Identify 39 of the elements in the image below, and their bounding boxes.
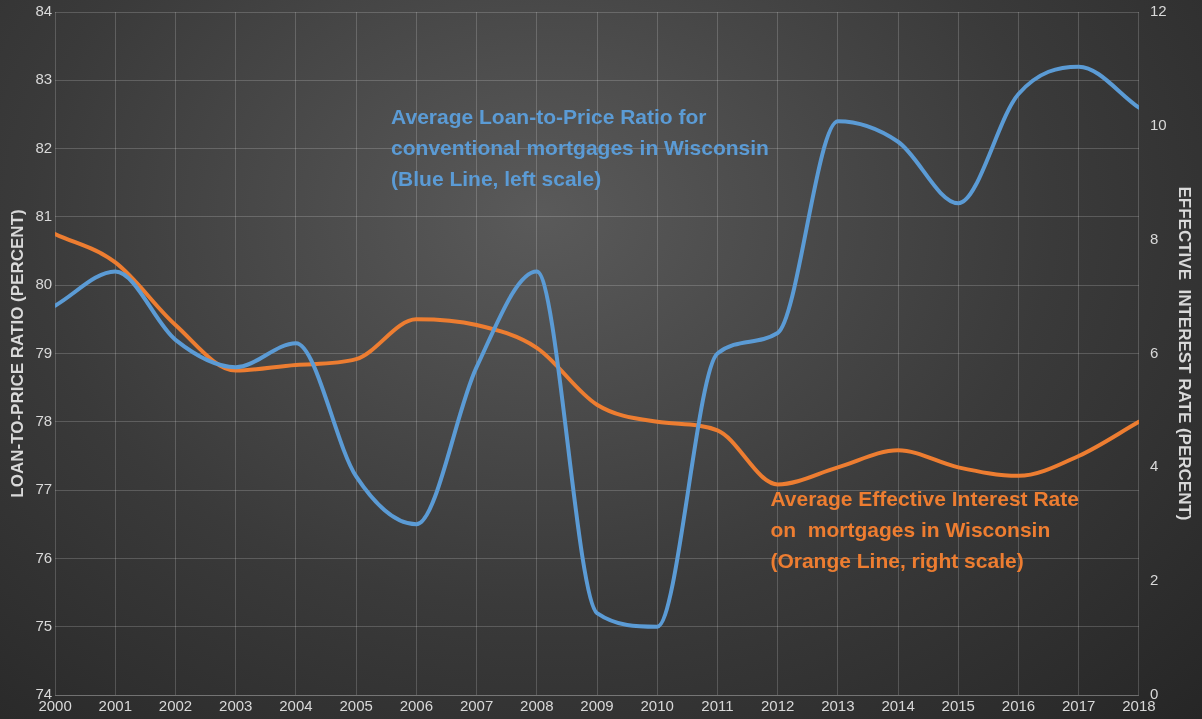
x-tick-label: 2012 <box>760 697 795 715</box>
x-tick-label: 2003 <box>219 697 253 715</box>
x-tick-label: 2010 <box>640 697 674 715</box>
annotation: Average Effective Interest Rate on mortgages in Wisconsin (Orange Line, right scale) <box>770 487 1079 573</box>
x-tick-label: 2013 <box>821 697 855 715</box>
y2-tick-label: 4 <box>1149 457 1159 475</box>
x-tick-label: 2017 <box>1062 697 1096 715</box>
y-tick-label: 78 <box>35 411 53 429</box>
line-series <box>55 64 1139 629</box>
x-tick-label: 2016 <box>1001 697 1036 715</box>
x-tick-label: 2007 <box>459 697 494 715</box>
x-tick-label: 2005 <box>339 697 373 715</box>
y-tick-label: 82 <box>35 138 53 156</box>
y2-tick-label: 6 <box>1149 343 1159 361</box>
y2-tick-label: 12 <box>1149 2 1167 20</box>
x-tick-label: 2014 <box>881 697 915 715</box>
y-tick-label: 76 <box>35 548 53 566</box>
annotation: Average Loan-to-Price Ratio for conventional mortgages in Wisconsin (Blue Line, left scale) <box>391 104 769 190</box>
y-tick-label: 81 <box>35 207 53 225</box>
x-tick-label: 2011 <box>701 697 734 715</box>
y2-axis-title: EFFECTIVE INTEREST RATE (PERCENT) <box>1175 186 1195 521</box>
y-tick-label: 84 <box>35 2 53 20</box>
x-tick-label: 2004 <box>279 697 313 715</box>
x-tick-label: 2015 <box>941 697 975 715</box>
y-tick-label: 83 <box>35 70 53 88</box>
x-tick-label: 2002 <box>158 697 193 715</box>
y2-tick-label: 2 <box>1149 571 1159 589</box>
x-tick-label: 2006 <box>399 697 434 715</box>
line-series <box>55 231 1139 487</box>
y-tick-label: 79 <box>35 343 53 361</box>
y-tick-label: 80 <box>35 275 53 293</box>
y2-tick-label: 8 <box>1149 229 1159 247</box>
y-axis-title: LOAN-TO-PRICE RATIO (PERCENT) <box>7 209 27 498</box>
y-tick-label: 77 <box>35 480 53 498</box>
x-tick-label: 2008 <box>520 697 554 715</box>
y2-tick-label: 10 <box>1149 115 1167 133</box>
x-tick-label: 2001 <box>98 697 132 715</box>
y-tick-label: 75 <box>35 616 53 634</box>
x-tick-label: 2009 <box>580 697 614 715</box>
